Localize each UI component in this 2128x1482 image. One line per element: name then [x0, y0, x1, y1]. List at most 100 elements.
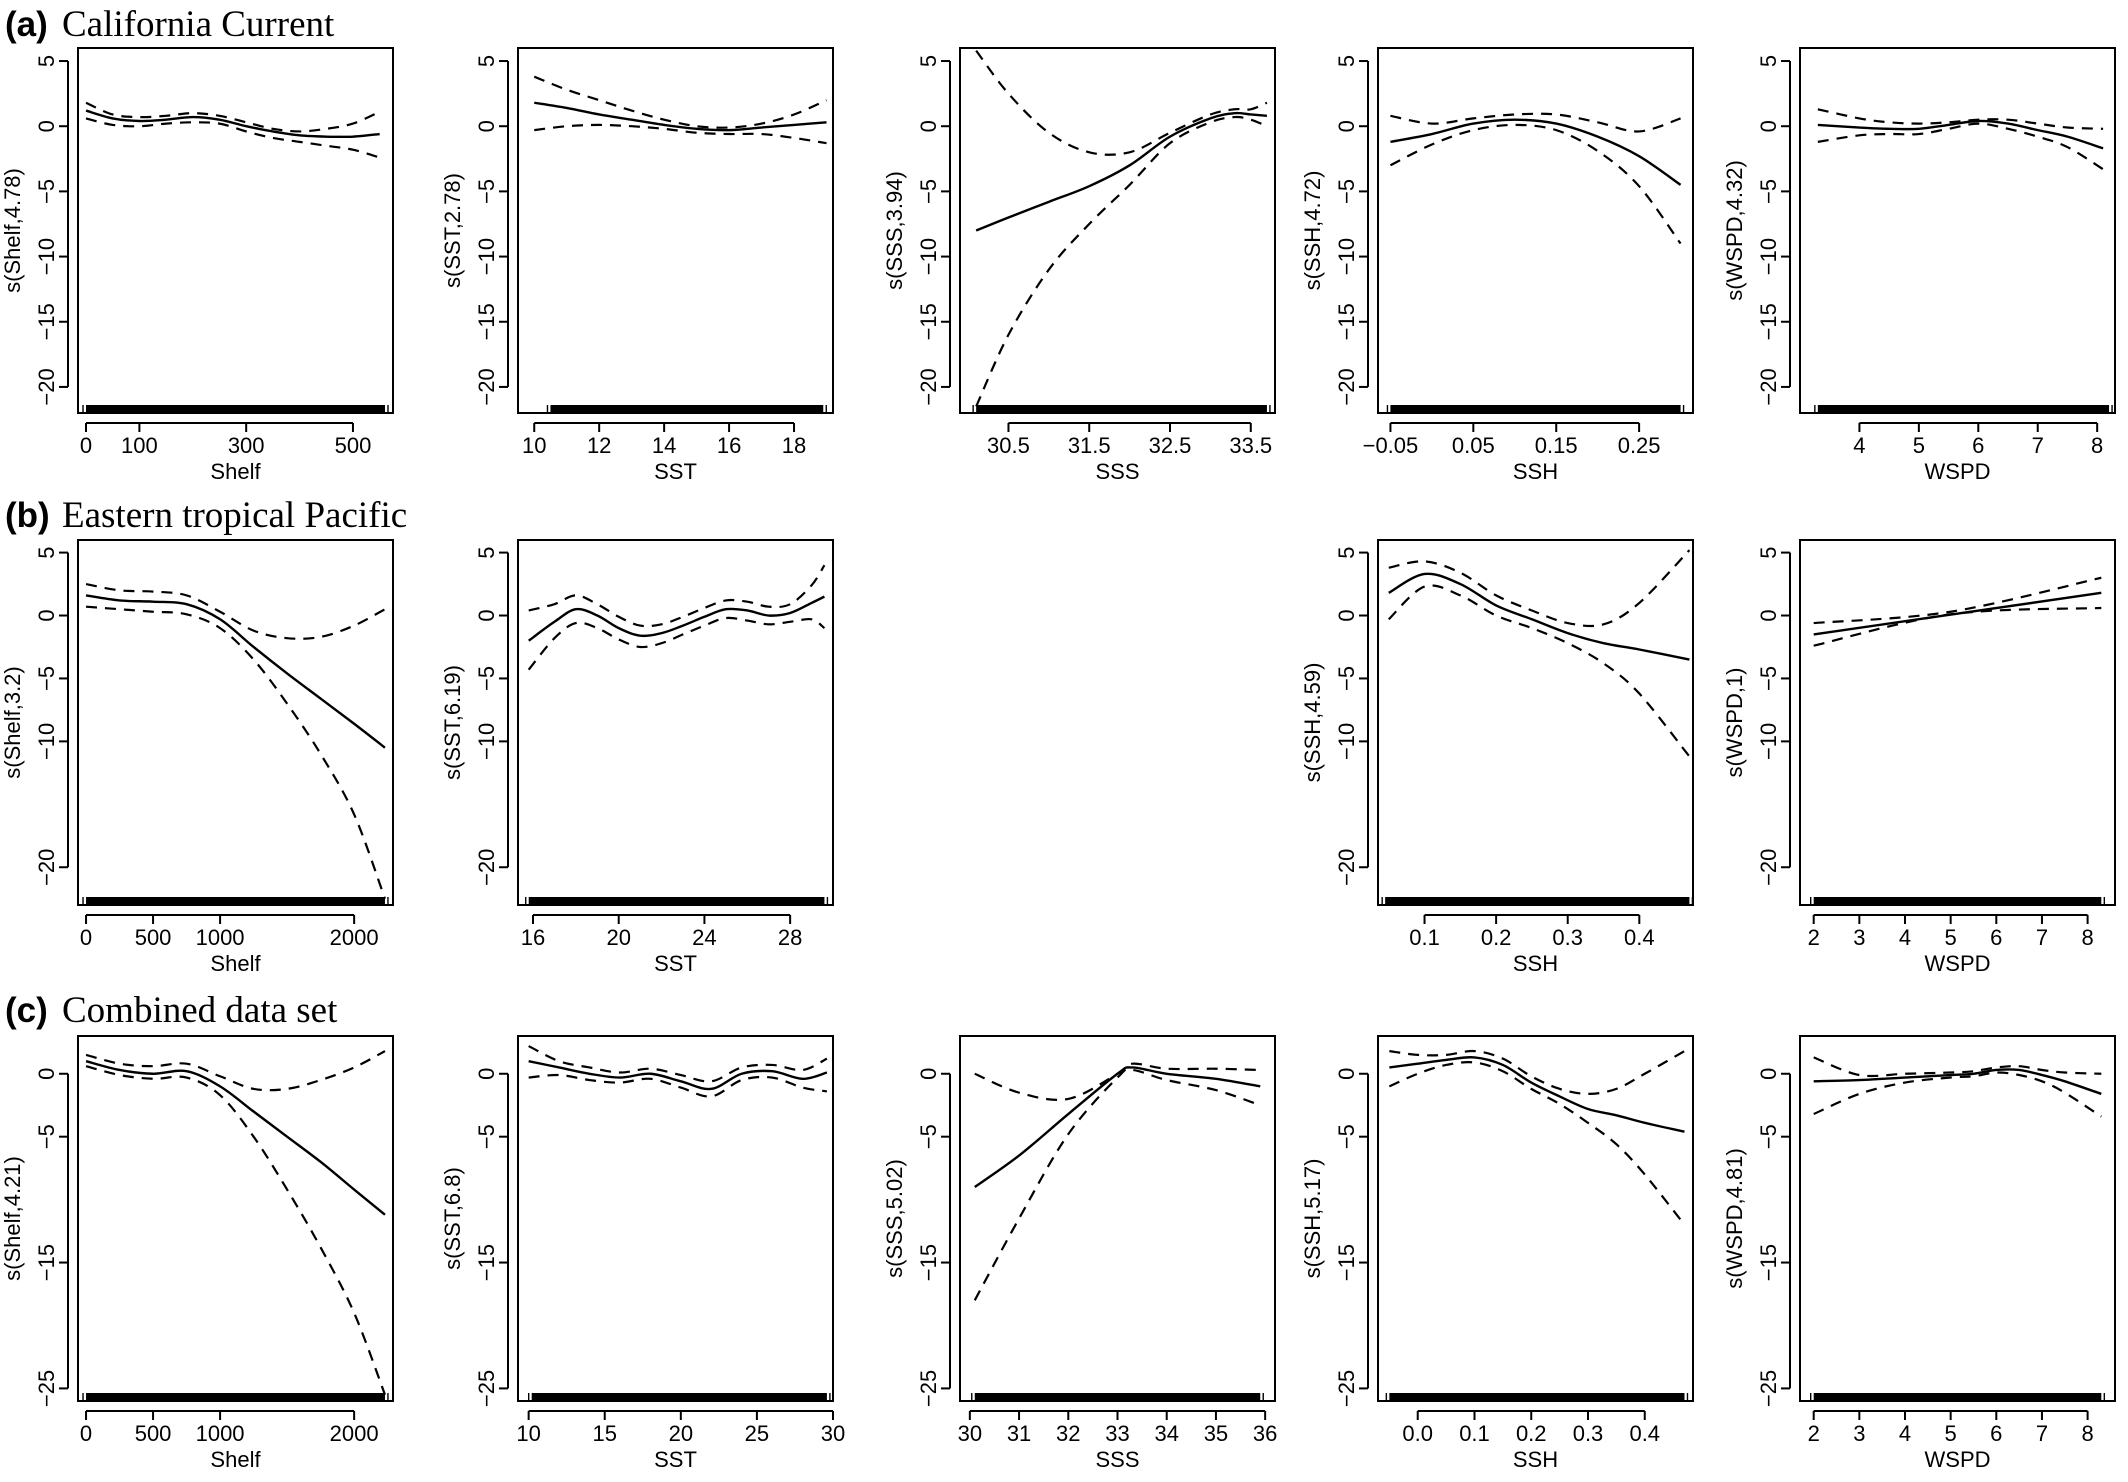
panel-2-1-y-tick-label: 0: [474, 1068, 499, 1080]
panel-0-0-y-label: s(Shelf,4.78): [0, 168, 25, 293]
panel-1-3-y-tick-label: −5: [1334, 666, 1359, 691]
panel-2-2-y-tick-label: −15: [916, 1244, 941, 1281]
panel-2-2-y-tick-label: 0: [916, 1068, 941, 1080]
panel-2-0-y-tick-label: 0: [34, 1068, 59, 1080]
panel-2-0-y-tick-label: −5: [34, 1124, 59, 1149]
panel-1-1-y-tick-label: −5: [474, 666, 499, 691]
row-c-title: (c) Combined data set: [5, 990, 338, 1031]
panel-2-1-x-label: SST: [654, 1447, 697, 1472]
panel-1-4: 5 0 −5 −10 −20 s(WSPD,1) 2 3 4 5 6 7 8 WSPD: [1722, 539, 2116, 976]
panel-2-4-smooth-fit: [1813, 1068, 2102, 1096]
panel-0-0-frame: [77, 47, 394, 414]
panel-2-1: 0 −5 −15 −25 s(SST,6.8) 10 15 20 25 30 SST: [440, 1035, 845, 1472]
panel-2-2-y-tick-label: −5: [916, 1124, 941, 1149]
panel-1-4-x-tick-label: 5: [1945, 925, 1957, 950]
panel-0-3-x-tick-label: 0.15: [1535, 433, 1578, 458]
panel-1-0-lower-ci: [85, 605, 386, 900]
panel-0-0-x-label: Shelf: [210, 459, 261, 484]
panel-1-0-smooth-fit: [85, 594, 386, 749]
panel-1-0-frame: [77, 539, 394, 906]
panel-0-1-y-tick-label: −20: [474, 368, 499, 405]
panel-2-3-y-label: s(SSH,5.17): [1300, 1159, 1325, 1279]
panel-2-4-x-tick-label: 7: [2036, 1421, 2048, 1446]
panel-2-1-y-label: s(SST,6.8): [440, 1167, 465, 1270]
panel-1-1-rug: [528, 897, 825, 905]
panel-2-0-smooth-fit: [85, 1060, 386, 1216]
panel-1-0-x-label: Shelf: [210, 951, 261, 976]
panel-2-2: 0 −5 −15 −25 s(SSS,5.02) 30 31 32 33 34 35 36 SSS: [882, 1035, 1277, 1472]
panel-2-2-smooth-fit: [974, 1066, 1261, 1189]
panel-1-4-y-tick-label: −20: [1756, 849, 1781, 886]
panel-0-0-smooth-fit: [85, 109, 380, 139]
panel-2-3: 0 −5 −15 −25 s(SSH,5.17) 0.0 0.1 0.2 0.3 0.4 SSH: [1300, 1035, 1694, 1472]
panel-1-3-y-tick-label: 5: [1334, 546, 1359, 558]
panel-2-0-y-tick-label: −15: [34, 1244, 59, 1281]
panel-0-4-x-label: WSPD: [1925, 459, 1991, 484]
panel-2-2-x-label: SSS: [1095, 1447, 1139, 1472]
panel-2-4-upper-ci: [1813, 1056, 2102, 1078]
panel-0-0-y-tick-label: 0: [34, 120, 59, 132]
panel-0-4-y-tick-label: −5: [1756, 179, 1781, 204]
panel-0-4-y-tick-label: −15: [1756, 303, 1781, 340]
panel-1-0-x-tick-label: 1000: [196, 925, 245, 950]
panel-1-1-x-tick-label: 20: [606, 925, 630, 950]
panel-2-3-lower-ci: [1388, 1061, 1686, 1226]
panel-0-4-upper-ci: [1817, 108, 2104, 130]
panel-0-3-lower-ci: [1389, 123, 1682, 245]
panel-0-3-y-tick-label: 5: [1334, 55, 1359, 67]
panel-1-0-upper-ci: [85, 582, 386, 640]
panel-0-3-y-tick-label: −15: [1334, 303, 1359, 340]
panel-1-3-x-tick-label: 0.4: [1624, 925, 1655, 950]
panel-0-1-rug: [550, 405, 824, 413]
panel-0-2-x-tick-label: 30.5: [987, 433, 1030, 458]
panel-2-0-x-label: Shelf: [210, 1447, 261, 1472]
panel-0-0-y-tick-label: −10: [34, 238, 59, 275]
panel-0-0-y-tick-label: −15: [34, 303, 59, 340]
row-c-tag: (c): [5, 991, 48, 1030]
panel-1-1-lower-ci: [527, 616, 826, 671]
panel-2-4-x-tick-label: 6: [1990, 1421, 2002, 1446]
panel-1-4-y-tick-label: 0: [1756, 609, 1781, 621]
panel-2-3-x-tick-label: 0.2: [1516, 1421, 1547, 1446]
panel-1-3-y-tick-label: −20: [1334, 849, 1359, 886]
panel-2-4-y-label: s(WSPD,4.81): [1722, 1148, 1747, 1289]
panel-2-1-frame: [517, 1035, 834, 1402]
panel-2-1-x-tick-label: 15: [592, 1421, 616, 1446]
panel-0-2-x-tick-label: 32.5: [1149, 433, 1192, 458]
panel-1-0-rug: [86, 897, 385, 905]
panel-0-3-y-tick-label: −20: [1334, 368, 1359, 405]
panel-1-0-y-tick-label: −10: [34, 723, 59, 760]
panel-2-3-x-tick-label: 0.4: [1629, 1421, 1660, 1446]
panel-0-2: 5 0 −5 −10 −15 −20 s(SSS,3.94) 30.5 31.5 32.5 33.5…: [882, 47, 1276, 484]
panel-0-4-y-tick-label: −10: [1756, 238, 1781, 275]
panels: 50−5−10−15−20s(Shelf,4.78)0 100 300 500Shel…: [0, 47, 2116, 1472]
panel-2-0-upper-ci: [85, 1050, 386, 1092]
panel-1-4-x-tick-label: 6: [1990, 925, 2002, 950]
panel-0-1-y-tick-label: −15: [474, 303, 499, 340]
panel-0-1-y-tick-label: −5: [474, 179, 499, 204]
panel-0-0-y-tick-label: 5: [34, 55, 59, 67]
panel-1-4-x-tick-label: 3: [1853, 925, 1865, 950]
panel-1-4-x-tick-label: 7: [2036, 925, 2048, 950]
panel-0-2-y-tick-label: −10: [916, 238, 941, 275]
panel-2-0-frame: [77, 1035, 394, 1402]
panel-2-1-upper-ci: [528, 1045, 828, 1083]
panel-1-1-x-tick-label: 16: [521, 925, 545, 950]
panel-1-4-x-tick-label: 8: [2081, 925, 2093, 950]
panel-2-2-rug: [974, 1393, 1261, 1401]
panel-1-4-y-tick-label: −5: [1756, 666, 1781, 691]
panel-2-4-x-tick-label: 3: [1853, 1421, 1865, 1446]
panel-2-0-y-tick-label: −25: [34, 1370, 59, 1407]
panel-2-4: 0 −5 −15 −25 s(WSPD,4.81) 2 3 4 5 6 7 8 WSPD: [1722, 1035, 2116, 1472]
panel-2-0-lower-ci: [85, 1065, 386, 1396]
panel-1-3-y-label: s(SSH,4.59): [1300, 663, 1325, 783]
panel-1-0-y-tick-label: −5: [34, 666, 59, 691]
panel-1-1-smooth-fit: [528, 595, 825, 642]
row-a-tag: (a): [5, 5, 48, 44]
panel-0-1-y-label: s(SST,2.78): [440, 173, 465, 288]
panel-0-3-y-tick-label: −10: [1334, 238, 1359, 275]
panel-2-0-rug: [86, 1393, 385, 1401]
panel-0-1: 5 0 −5 −10 −15 −20 s(SST,2.78) 10 12 14 16 18 SST: [440, 47, 834, 484]
panel-2-3-y-tick-label: −5: [1334, 1124, 1359, 1149]
panel-1-1-y-label: s(SST,6.19): [440, 665, 465, 780]
